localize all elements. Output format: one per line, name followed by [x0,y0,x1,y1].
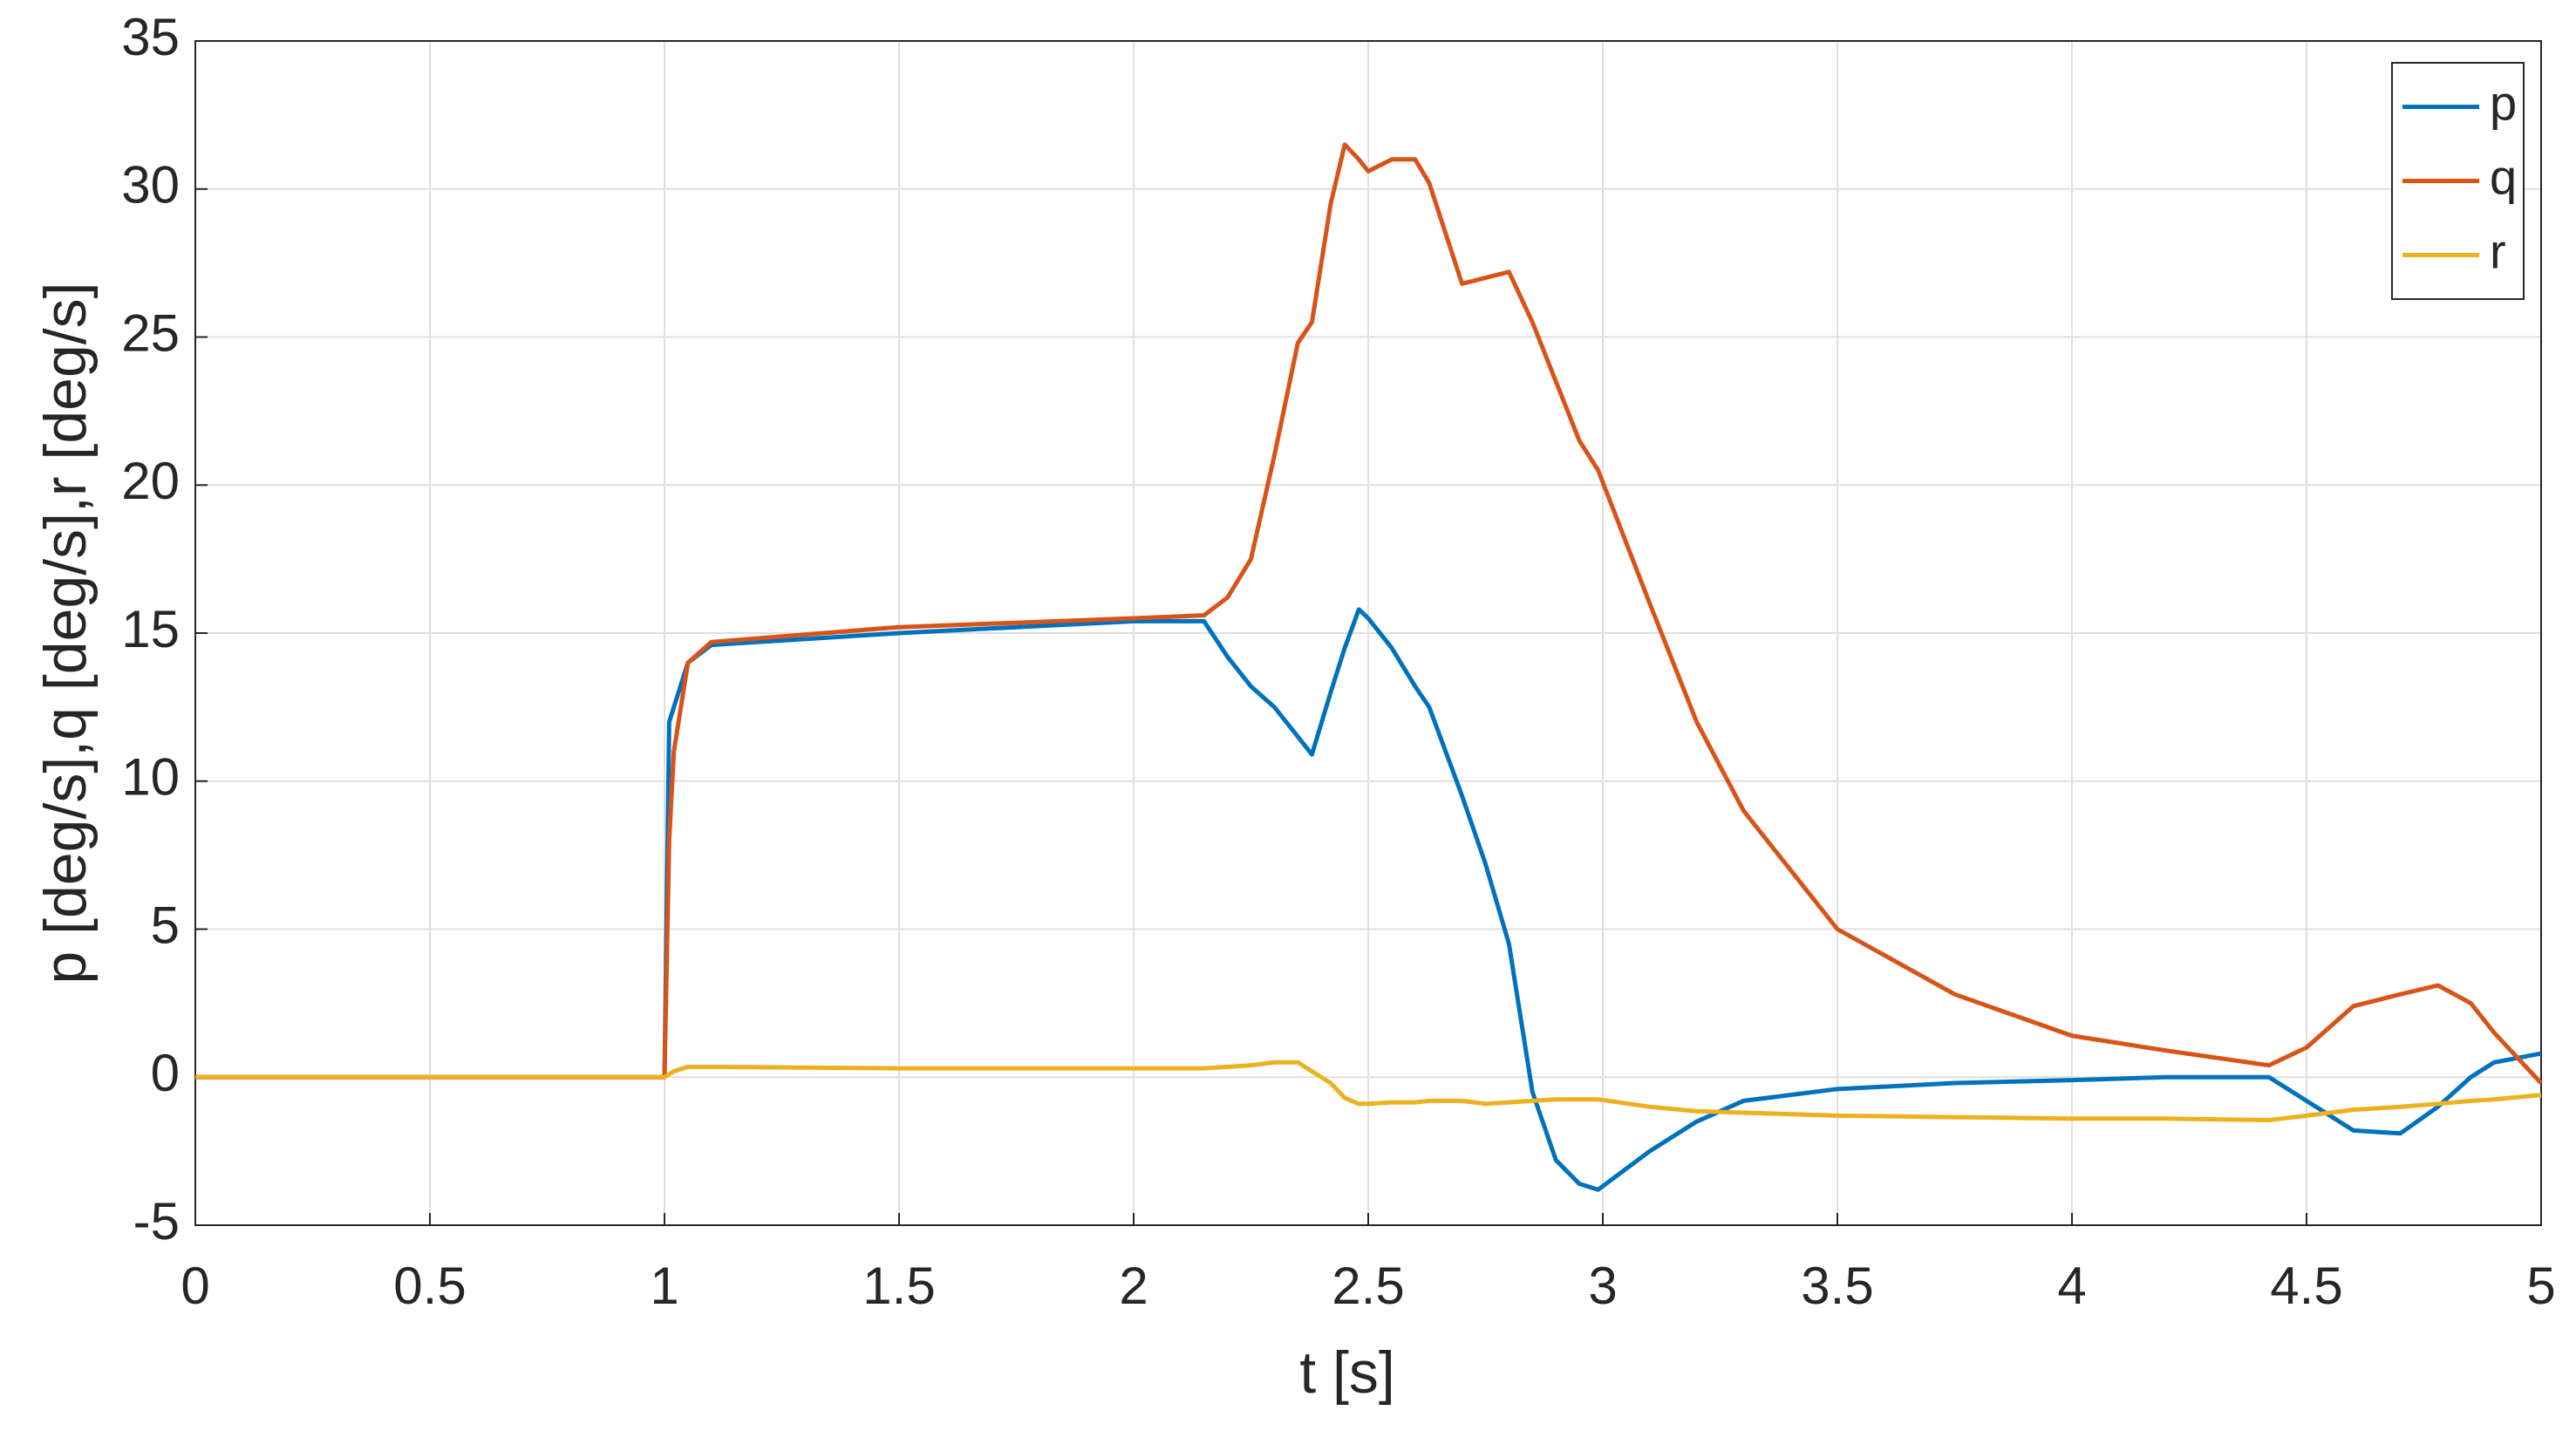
legend-label: r [2490,223,2506,278]
x-tick-label: 2.5 [1332,1257,1404,1315]
x-tick-label: 0 [181,1257,209,1315]
y-tick-label: 0 [151,1044,180,1102]
y-tick-label: 15 [121,600,180,658]
y-tick-label: 25 [121,303,180,362]
y-tick-label: 30 [121,156,180,215]
x-tick-label: 0.5 [393,1257,466,1315]
y-axis-label: p [deg/s],q [deg/s],r [deg/s] [32,282,99,984]
series-line [195,607,2542,1192]
x-tick-label: 4 [2057,1257,2086,1315]
x-axis-label: t [s] [1299,1339,1395,1406]
series-line [195,1060,2542,1122]
x-tick-label: 5 [2526,1257,2555,1315]
legend-label: q [2490,149,2517,204]
x-tick-label: 3.5 [1801,1257,1873,1315]
x-tick-label: 1.5 [862,1257,935,1315]
y-tick-label: -5 [133,1192,180,1250]
x-tick-label: 1 [650,1257,678,1315]
legend-label: p [2490,75,2517,130]
axes-box [194,40,2542,1226]
y-tick-label: 35 [121,8,180,66]
series-line [195,142,2543,1085]
y-tick-label: 20 [121,452,180,510]
x-tick-label: 4.5 [2270,1257,2342,1315]
y-tick-label: 10 [121,748,180,807]
y-tick-label: 5 [151,896,180,954]
x-tick-label: 2 [1119,1257,1148,1315]
x-tick-label: 3 [1588,1257,1617,1315]
